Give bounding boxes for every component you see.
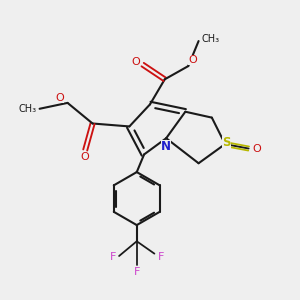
Text: O: O (55, 93, 64, 103)
Text: O: O (81, 152, 90, 162)
Text: CH₃: CH₃ (202, 34, 220, 44)
Text: O: O (131, 57, 140, 67)
Text: S: S (222, 136, 231, 149)
Text: F: F (158, 252, 164, 262)
Text: O: O (253, 143, 261, 154)
Text: CH₃: CH₃ (18, 104, 36, 114)
Text: N: N (161, 140, 171, 153)
Text: F: F (134, 267, 140, 277)
Text: O: O (188, 55, 197, 65)
Text: F: F (110, 253, 116, 262)
